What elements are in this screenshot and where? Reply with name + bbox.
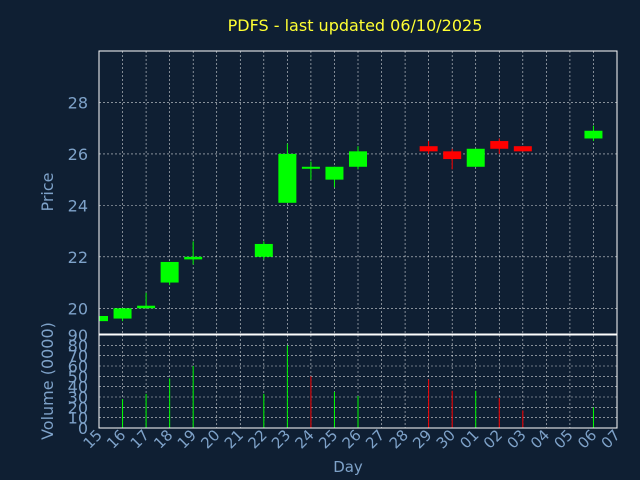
candle-body: [349, 151, 367, 167]
candle-body: [513, 146, 532, 152]
candle-body: [584, 130, 603, 139]
candle-18: [160, 261, 179, 286]
candle-body: [160, 261, 179, 283]
price-y-tick-label: 20: [68, 299, 88, 318]
price-plot-frame: [98, 50, 618, 335]
volume-plot-frame: [98, 334, 618, 429]
candle-body: [99, 315, 108, 322]
candle-06: [584, 125, 603, 142]
price-y-tick-label: 24: [68, 196, 88, 215]
candle-body: [325, 166, 344, 180]
price-candles: [99, 125, 603, 322]
candle-23: [278, 143, 297, 203]
volume-y-tick-label: 30: [68, 388, 88, 407]
volume-bars: [122, 345, 594, 428]
volume-y-tick-label: 50: [68, 367, 88, 386]
candle-body: [466, 148, 485, 167]
candle-body: [254, 243, 273, 257]
candle-body: [490, 141, 509, 149]
volume-y-tick-label: 10: [68, 409, 88, 428]
candle-15: [99, 315, 108, 322]
price-y-tick-label: 26: [68, 145, 88, 164]
candle-body: [443, 151, 462, 160]
volume-y-tick-label: 20: [68, 398, 88, 417]
candle-01: [466, 148, 485, 167]
candle-19: [184, 241, 203, 265]
candle-24: [301, 161, 320, 180]
candle-17: [137, 292, 156, 309]
volume-y-tick-label: 80: [68, 336, 88, 355]
candle-03: [513, 146, 532, 152]
price-grid: [98, 51, 618, 334]
volume-y-tick-label: 90: [68, 326, 88, 345]
candle-29: [419, 141, 438, 154]
volume-y-tick-label: 70: [68, 347, 88, 366]
candle-body: [301, 166, 320, 169]
volume-axis-label: Volume (0000): [38, 322, 57, 440]
candle-26: [349, 146, 367, 170]
chart-title: PDFS - last updated 06/10/2025: [228, 16, 483, 35]
candle-25: [325, 166, 344, 188]
candle-body: [113, 308, 132, 319]
candle-30: [443, 148, 462, 170]
volume-y-tick-label: 0: [78, 419, 88, 438]
price-y-tick-label: 22: [68, 248, 88, 267]
candle-02: [490, 138, 509, 154]
candle-body: [278, 153, 297, 203]
candle-body: [184, 256, 203, 260]
volume-y-tick-label: 60: [68, 357, 88, 376]
x-axis-label: Day: [333, 458, 363, 476]
candle-body: [419, 146, 438, 152]
candle-16: [113, 308, 132, 322]
price-y-ticks: 20 22 24 26 28: [68, 93, 88, 318]
candle-body: [137, 305, 156, 309]
price-y-tick-label: 28: [68, 93, 88, 112]
price-axis-label: Price: [38, 172, 57, 211]
candle-22: [254, 241, 273, 260]
x-ticks: 1516171819202122232425262728293001020304…: [80, 426, 624, 452]
volume-y-tick-label: 40: [68, 378, 88, 397]
